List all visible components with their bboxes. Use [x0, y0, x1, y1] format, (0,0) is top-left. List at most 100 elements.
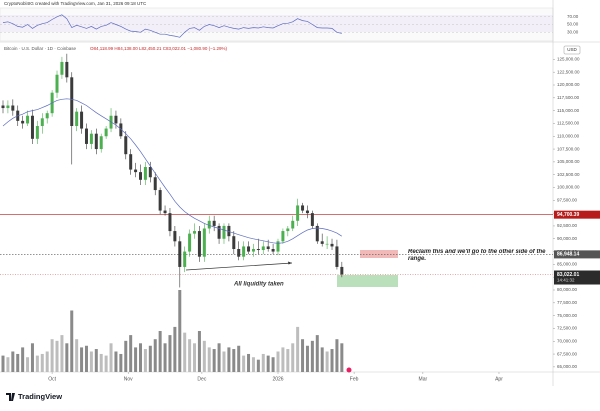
volume-bar [178, 290, 182, 372]
volume-bar [99, 353, 103, 372]
y-tick-label: 105,000.00 [557, 159, 580, 164]
candle-body [139, 172, 142, 180]
volume-bar [26, 357, 30, 372]
volume-bar [217, 343, 221, 372]
candle-body [94, 133, 98, 150]
candle-body [26, 115, 30, 124]
volume-bar [168, 335, 172, 372]
currency: USD [567, 47, 577, 52]
candle-body [134, 169, 138, 173]
volume-bar [340, 343, 344, 372]
x-tick-label: Oct [48, 376, 56, 382]
volume-bar [320, 347, 324, 372]
volume-bar [21, 347, 25, 372]
candle-body [30, 115, 34, 139]
candle-body [89, 133, 93, 144]
rsi-band [0, 15, 553, 32]
y-tick-label: 112,500.00 [557, 121, 580, 126]
candle-body [99, 136, 103, 150]
volume-bar [109, 343, 113, 372]
candle-body [6, 105, 10, 109]
currency-box [563, 45, 581, 55]
countdown: 14:41:32 [557, 278, 575, 283]
y-tick-label: 65,000.00 [557, 364, 578, 369]
volume-bar [50, 339, 54, 372]
y-tick-label: 117,500.00 [557, 95, 580, 100]
volume-bar [60, 335, 64, 372]
demand-zone [337, 275, 398, 287]
candle-body [55, 74, 59, 93]
candle-body [119, 123, 123, 137]
volume-bar [271, 357, 275, 372]
candle-body [212, 220, 216, 226]
author-line: CryptoNobl4IG created with TradingView.c… [4, 1, 147, 6]
volume-bar [242, 355, 246, 372]
rsi-tick-label: 70.00 [567, 14, 579, 19]
candle-body [251, 249, 255, 252]
brand-logo [6, 393, 15, 401]
volume-bar [237, 345, 241, 372]
candle-body [301, 205, 305, 211]
x-tick-label: Dec [197, 376, 206, 382]
x-tick-label: 2026 [272, 376, 283, 382]
volume-bar [55, 340, 59, 372]
candle-body [80, 111, 84, 129]
volume-bar [173, 326, 177, 372]
volume-bar [232, 349, 236, 372]
volume-bar [163, 343, 167, 372]
brand: TradingView [18, 392, 62, 401]
symbol: Bitcoin · U.S. Dollar · 1D · Coinbase [4, 46, 77, 51]
volume-bar [276, 351, 280, 372]
last-price-label: 83,022.01 [557, 272, 579, 278]
candle-body [163, 210, 167, 214]
annotation-box: Reclaim this and we'll go to the other s… [408, 249, 545, 262]
volume-bar [188, 339, 192, 372]
candle-body [84, 128, 88, 144]
volume-bar [286, 349, 290, 372]
y-tick-label: 97,500.00 [557, 198, 578, 203]
volume-bar [310, 340, 314, 372]
candle-body [65, 61, 69, 78]
candle-body [325, 243, 329, 245]
candle-body [178, 241, 182, 267]
candle-body [310, 213, 314, 226]
candle-body [232, 236, 236, 249]
volume-bar [247, 353, 251, 372]
candle-body [305, 210, 309, 214]
candle-body [148, 167, 152, 178]
candle-body [315, 225, 319, 242]
x-tick-label: Apr [495, 376, 503, 382]
volume-bar [6, 357, 10, 372]
candle-body [256, 249, 260, 251]
candle-body [291, 220, 295, 229]
x-tick-label: Mar [419, 376, 428, 382]
candle-body [124, 136, 128, 155]
candle-body [193, 231, 197, 234]
price-label: 94,700.39 [557, 212, 579, 218]
candle-body [207, 220, 211, 229]
y-tick-label: 102,500.00 [557, 172, 580, 177]
volume-bar [45, 351, 49, 372]
volume-bar [251, 357, 255, 372]
volume-bar [30, 343, 34, 372]
arrow-head [288, 261, 292, 265]
y-tick-label: 75,000.00 [557, 313, 578, 318]
ohlc-line: O84,118.99 H84,138.00 L82,450.21 C83,022… [90, 46, 228, 51]
volume-bar [266, 355, 270, 372]
price-label: 86,948.14 [557, 252, 579, 258]
volume-bar [35, 355, 39, 372]
volume-bar [70, 310, 74, 372]
volume-bar [296, 326, 300, 372]
candle-body [40, 118, 44, 126]
candle-body [188, 233, 192, 252]
candle-body [21, 120, 25, 124]
rsi-line [2, 14, 342, 38]
rsi-tick-label: 50.00 [567, 22, 579, 27]
volume-bar [222, 351, 226, 372]
volume-bar [207, 347, 211, 372]
volume-bar [261, 353, 265, 372]
volume-bar [94, 349, 98, 372]
volume-bar [330, 349, 334, 372]
volume-bar [11, 351, 15, 372]
